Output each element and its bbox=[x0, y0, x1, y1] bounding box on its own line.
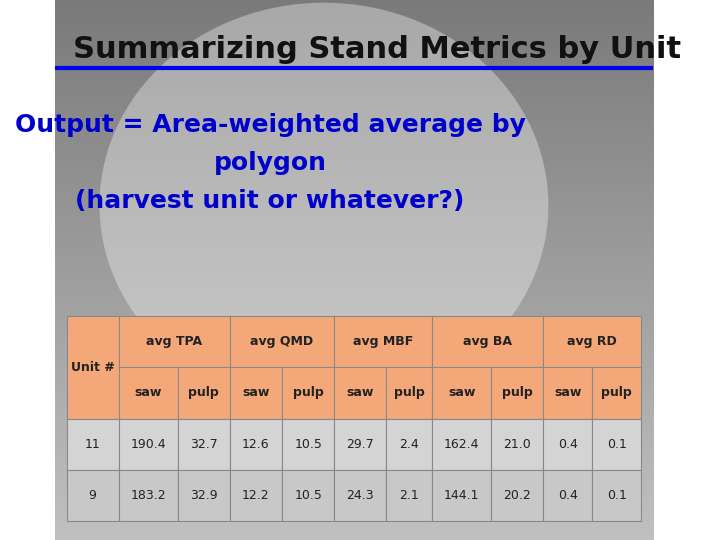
Text: avg QMD: avg QMD bbox=[251, 335, 314, 348]
FancyBboxPatch shape bbox=[119, 367, 178, 418]
FancyBboxPatch shape bbox=[230, 470, 282, 521]
Text: avg MBF: avg MBF bbox=[353, 335, 413, 348]
FancyBboxPatch shape bbox=[119, 316, 230, 367]
Text: avg BA: avg BA bbox=[463, 335, 512, 348]
Text: 32.9: 32.9 bbox=[190, 489, 217, 502]
FancyBboxPatch shape bbox=[230, 316, 334, 367]
FancyBboxPatch shape bbox=[432, 367, 491, 418]
Text: 10.5: 10.5 bbox=[294, 489, 322, 502]
Text: 0.1: 0.1 bbox=[607, 489, 626, 502]
Text: pulp: pulp bbox=[601, 386, 632, 400]
FancyBboxPatch shape bbox=[119, 418, 178, 470]
FancyBboxPatch shape bbox=[387, 367, 432, 418]
FancyBboxPatch shape bbox=[387, 418, 432, 470]
Text: 12.2: 12.2 bbox=[242, 489, 270, 502]
FancyBboxPatch shape bbox=[432, 316, 543, 367]
Text: saw: saw bbox=[554, 386, 581, 400]
FancyBboxPatch shape bbox=[387, 470, 432, 521]
Text: saw: saw bbox=[448, 386, 475, 400]
FancyBboxPatch shape bbox=[334, 418, 387, 470]
Text: pulp: pulp bbox=[189, 386, 219, 400]
FancyBboxPatch shape bbox=[432, 418, 491, 470]
FancyBboxPatch shape bbox=[432, 470, 491, 521]
Text: 11: 11 bbox=[85, 437, 101, 451]
Text: 0.1: 0.1 bbox=[607, 437, 626, 451]
Text: 29.7: 29.7 bbox=[346, 437, 374, 451]
FancyBboxPatch shape bbox=[282, 470, 334, 521]
Text: 144.1: 144.1 bbox=[444, 489, 480, 502]
Text: Output = Area-weighted average by: Output = Area-weighted average by bbox=[14, 113, 526, 137]
Text: 0.4: 0.4 bbox=[558, 437, 577, 451]
FancyBboxPatch shape bbox=[592, 470, 642, 521]
FancyBboxPatch shape bbox=[119, 470, 178, 521]
Text: 0.4: 0.4 bbox=[558, 489, 577, 502]
FancyBboxPatch shape bbox=[543, 316, 642, 367]
Text: 190.4: 190.4 bbox=[130, 437, 166, 451]
FancyBboxPatch shape bbox=[334, 367, 387, 418]
Text: 20.2: 20.2 bbox=[503, 489, 531, 502]
FancyBboxPatch shape bbox=[282, 367, 334, 418]
FancyBboxPatch shape bbox=[178, 470, 230, 521]
FancyBboxPatch shape bbox=[230, 418, 282, 470]
Text: polygon: polygon bbox=[214, 151, 327, 175]
FancyBboxPatch shape bbox=[178, 418, 230, 470]
Text: 10.5: 10.5 bbox=[294, 437, 322, 451]
FancyBboxPatch shape bbox=[66, 470, 119, 521]
Text: avg TPA: avg TPA bbox=[146, 335, 202, 348]
Text: 2.1: 2.1 bbox=[400, 489, 419, 502]
Text: Summarizing Stand Metrics by Unit: Summarizing Stand Metrics by Unit bbox=[73, 35, 680, 64]
FancyBboxPatch shape bbox=[491, 367, 543, 418]
Text: 24.3: 24.3 bbox=[346, 489, 374, 502]
Text: 162.4: 162.4 bbox=[444, 437, 480, 451]
Text: 21.0: 21.0 bbox=[503, 437, 531, 451]
Text: 12.6: 12.6 bbox=[242, 437, 270, 451]
FancyBboxPatch shape bbox=[178, 367, 230, 418]
FancyBboxPatch shape bbox=[66, 418, 119, 470]
Text: 183.2: 183.2 bbox=[130, 489, 166, 502]
FancyBboxPatch shape bbox=[592, 418, 642, 470]
Text: 9: 9 bbox=[89, 489, 96, 502]
Text: pulp: pulp bbox=[293, 386, 323, 400]
FancyBboxPatch shape bbox=[543, 418, 592, 470]
FancyBboxPatch shape bbox=[230, 367, 282, 418]
Text: (harvest unit or whatever?): (harvest unit or whatever?) bbox=[76, 189, 464, 213]
Text: saw: saw bbox=[347, 386, 374, 400]
Text: 2.4: 2.4 bbox=[400, 437, 419, 451]
FancyBboxPatch shape bbox=[592, 367, 642, 418]
Text: pulp: pulp bbox=[502, 386, 533, 400]
Text: saw: saw bbox=[242, 386, 269, 400]
FancyBboxPatch shape bbox=[334, 316, 432, 367]
FancyBboxPatch shape bbox=[491, 470, 543, 521]
FancyBboxPatch shape bbox=[543, 470, 592, 521]
Text: saw: saw bbox=[135, 386, 162, 400]
FancyBboxPatch shape bbox=[491, 418, 543, 470]
Text: Unit #: Unit # bbox=[71, 361, 114, 374]
Text: 32.7: 32.7 bbox=[190, 437, 217, 451]
FancyBboxPatch shape bbox=[543, 367, 592, 418]
Ellipse shape bbox=[99, 3, 549, 408]
FancyBboxPatch shape bbox=[282, 418, 334, 470]
FancyBboxPatch shape bbox=[334, 470, 387, 521]
Text: pulp: pulp bbox=[394, 386, 425, 400]
Text: avg RD: avg RD bbox=[567, 335, 617, 348]
FancyBboxPatch shape bbox=[66, 316, 119, 418]
